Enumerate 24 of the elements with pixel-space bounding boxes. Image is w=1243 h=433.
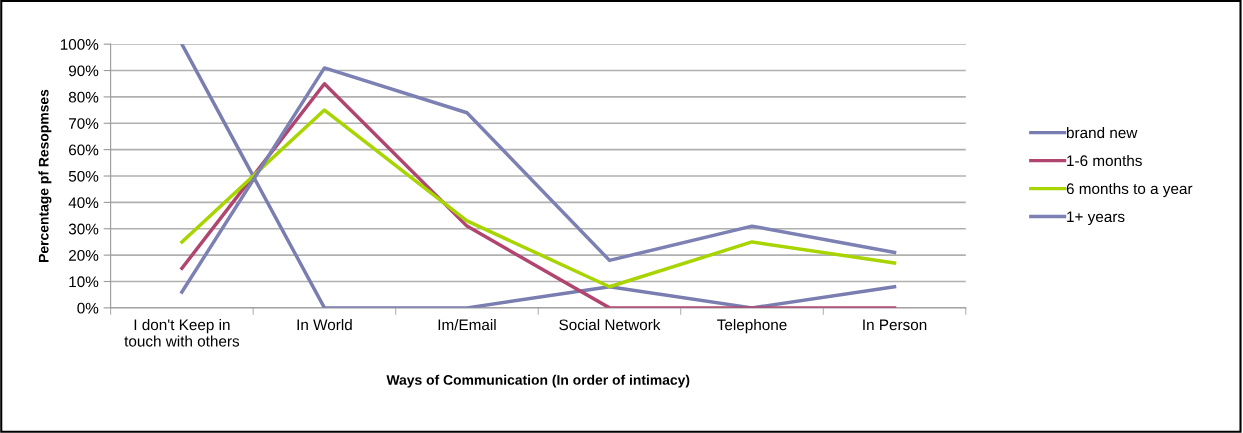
y-tick-label: 10% [69,276,99,288]
legend-label: 1+ years [1067,211,1125,226]
y-tick-label: 70% [69,118,99,129]
x-tick-label: In Person [863,319,927,331]
y-tick-label: 60% [69,144,99,156]
x-tick-label: Telephone [717,318,787,334]
x-axis-title: Ways of Communication (In order of intimacy) [386,374,690,388]
y-tick-label: 20% [69,249,99,261]
legend-label: 1-6 months [1067,154,1142,167]
y-tick-label: 90% [68,65,99,77]
y-tick-label: 40% [68,197,99,209]
y-tick-label: 0% [77,302,99,314]
y-axis-title: Percentage pf Resopmses [38,89,52,262]
x-tick-label: Im/Email [438,318,496,331]
legend-label: 6 months to a year [1066,182,1193,198]
legend-label: brand new [1067,126,1138,139]
line-series [180,108,897,289]
y-tick-label: 100% [60,39,99,50]
y-tick-label: 50% [68,170,99,182]
y-tick-label: 80% [68,91,99,103]
x-tick-label: In World [297,318,352,331]
x-tick-label: Social Network [559,318,661,331]
y-tick-label: 30% [68,223,99,235]
x-tick-label: I don't Keep in touch with others [124,318,240,347]
